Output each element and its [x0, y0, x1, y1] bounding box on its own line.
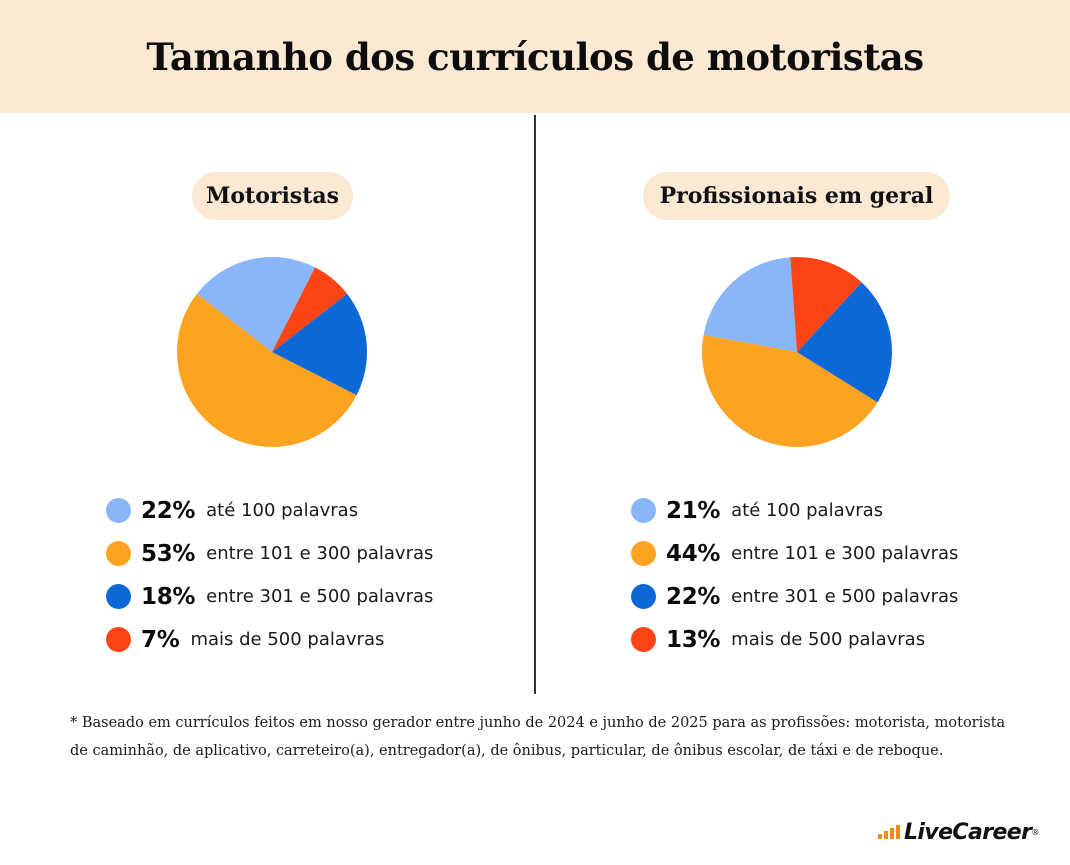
legend-swatch	[106, 584, 131, 609]
logo-bars-icon	[878, 825, 900, 839]
legend-label: entre 101 e 300 palavras	[206, 543, 434, 564]
legend-label: mais de 500 palavras	[731, 629, 926, 650]
legend-item: 13% mais de 500 palavras	[631, 618, 958, 661]
pie-chart-motoristas	[177, 256, 368, 447]
legend-swatch	[106, 498, 131, 523]
chart-title-motoristas: Motoristas	[192, 172, 353, 220]
legend-percent: 22%	[666, 583, 721, 610]
pie-slice-1	[703, 257, 797, 352]
legend-motoristas: 22% até 100 palavras 53% entre 101 e 300…	[106, 489, 433, 661]
legend-item: 22% entre 301 e 500 palavras	[631, 575, 958, 618]
legend-item: 18% entre 301 e 500 palavras	[106, 575, 433, 618]
footnote: * Baseado em currículos feitos em nosso …	[70, 715, 1006, 759]
legend-swatch	[631, 584, 656, 609]
legend-label: entre 101 e 300 palavras	[731, 543, 959, 564]
legend-swatch	[106, 627, 131, 652]
legend-item: 44% entre 101 e 300 palavras	[631, 532, 958, 575]
legend-label: até 100 palavras	[206, 500, 359, 521]
pie-slice-4	[790, 256, 862, 352]
pie-slice-4	[272, 267, 348, 352]
header-banner: Tamanho dos currículos de motoristas	[0, 0, 1070, 113]
logo-registered-mark: ®	[1031, 827, 1040, 837]
pie-slice-1	[196, 256, 316, 352]
logo-wordmark: LiveCareer	[904, 819, 1032, 845]
legend-swatch	[631, 541, 656, 566]
panel-divider	[534, 115, 536, 694]
legend-percent: 21%	[666, 497, 721, 524]
legend-item: 22% até 100 palavras	[106, 489, 433, 532]
pie-slice-2	[177, 293, 357, 447]
livecareer-logo: LiveCareer ®	[878, 815, 1039, 849]
chart-title-profissionais: Profissionais em geral	[643, 172, 950, 220]
legend-percent: 7%	[141, 626, 180, 653]
page-title: Tamanho dos currículos de motoristas	[146, 34, 924, 79]
legend-label: entre 301 e 500 palavras	[206, 586, 434, 607]
pie-chart-profissionais	[702, 256, 892, 447]
legend-percent: 13%	[666, 626, 721, 653]
legend-item: 21% até 100 palavras	[631, 489, 958, 532]
legend-swatch	[631, 627, 656, 652]
pie-slice-3	[797, 282, 892, 403]
legend-label: entre 301 e 500 palavras	[731, 586, 959, 607]
chart-panel-profissionais: Profissionais em geral 21% até 100 palav…	[535, 113, 1070, 693]
legend-swatch	[631, 498, 656, 523]
legend-profissionais: 21% até 100 palavras 44% entre 101 e 300…	[631, 489, 958, 661]
legend-item: 7% mais de 500 palavras	[106, 618, 433, 661]
pie-slice-3	[272, 293, 368, 396]
legend-percent: 22%	[141, 497, 196, 524]
legend-label: mais de 500 palavras	[190, 629, 385, 650]
chart-panel-motoristas: Motoristas 22% até 100 palavras 53% entr…	[0, 113, 535, 693]
pie-slice-2	[702, 334, 878, 447]
legend-percent: 18%	[141, 583, 196, 610]
legend-item: 53% entre 101 e 300 palavras	[106, 532, 433, 575]
legend-percent: 44%	[666, 540, 721, 567]
legend-label: até 100 palavras	[731, 500, 884, 521]
legend-percent: 53%	[141, 540, 196, 567]
legend-swatch	[106, 541, 131, 566]
